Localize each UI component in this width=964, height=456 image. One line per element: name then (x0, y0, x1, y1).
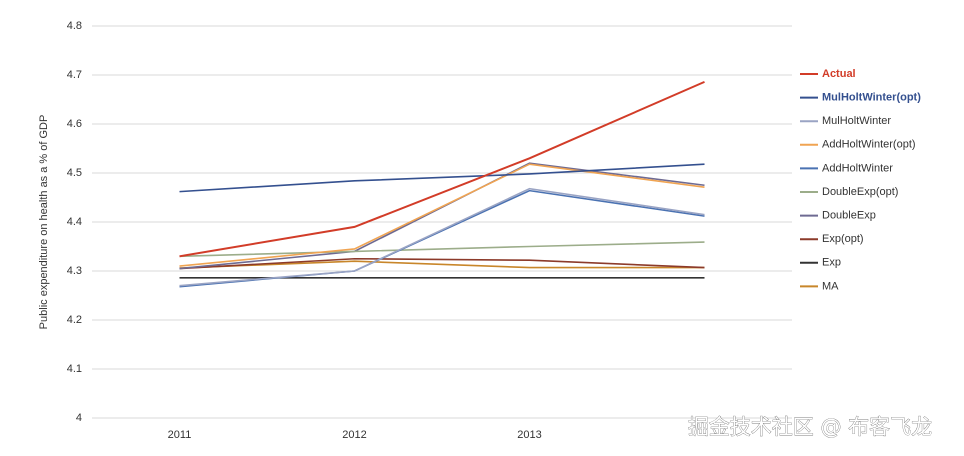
x-tick-label: 2011 (168, 429, 192, 441)
y-tick-label: 4.6 (67, 118, 82, 130)
series-line (179, 257, 705, 270)
legend-label: MulHoltWinter(opt) (822, 92, 921, 104)
legend-label: MulHoltWinter (822, 115, 891, 127)
series-line (179, 189, 705, 288)
watermark: 掘金技术社区 @ 布客飞龙 (688, 415, 932, 439)
series-line (179, 260, 705, 269)
legend-label: DoubleExp(opt) (822, 186, 898, 198)
legend-label: Actual (822, 68, 856, 80)
legend-label: Exp (822, 257, 841, 269)
series-line (179, 187, 705, 287)
y-axis-label: Public expenditure on health as a % of G… (38, 115, 50, 330)
series-line (179, 241, 705, 258)
series-line (179, 163, 705, 193)
legend-label: MA (822, 280, 839, 292)
legend-label: Exp(opt) (822, 233, 864, 245)
series-line (179, 163, 705, 267)
series-line (179, 80, 705, 258)
y-tick-label: 4.5 (67, 167, 82, 179)
legend-label: AddHoltWinter (822, 162, 893, 174)
y-tick-label: 4.8 (67, 20, 82, 32)
y-tick-label: 4.3 (67, 265, 82, 277)
series-line (179, 162, 705, 270)
x-tick-label: 2013 (517, 429, 541, 441)
x-tick-label: 2012 (342, 429, 366, 441)
y-tick-label: 4.4 (67, 216, 82, 228)
legend-label: DoubleExp (822, 210, 876, 222)
y-tick-label: 4.7 (67, 69, 82, 81)
y-tick-label: 4.2 (67, 314, 82, 326)
y-tick-label: 4 (76, 412, 82, 424)
y-tick-label: 4.1 (67, 363, 82, 375)
legend-label: AddHoltWinter(opt) (822, 139, 916, 151)
